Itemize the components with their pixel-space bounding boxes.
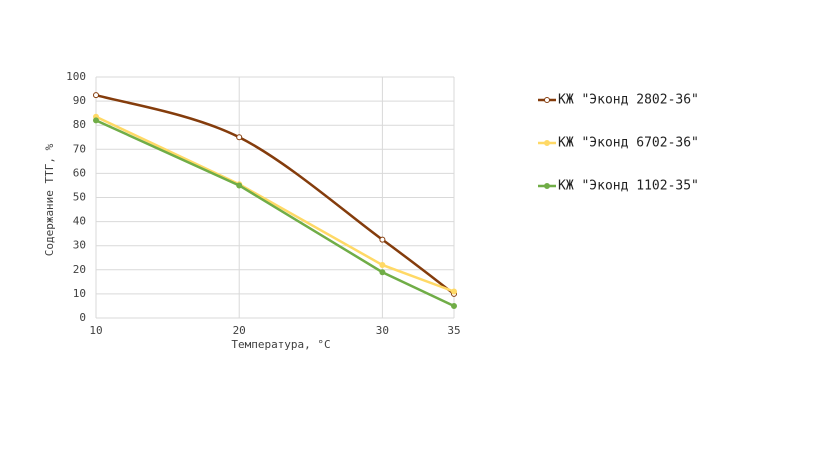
y-tick-label: 30 bbox=[73, 239, 86, 252]
y-tick-label: 0 bbox=[79, 311, 86, 324]
x-tick-label: 30 bbox=[376, 324, 389, 337]
data-point bbox=[379, 269, 386, 276]
y-tick-label: 10 bbox=[73, 287, 86, 300]
y-tick-label: 90 bbox=[73, 94, 86, 107]
data-point bbox=[236, 134, 243, 141]
y-tick-label: 50 bbox=[73, 191, 86, 204]
x-tick-label: 35 bbox=[447, 324, 460, 337]
data-point bbox=[93, 117, 99, 124]
x-axis-label: Температура, °С bbox=[231, 338, 330, 351]
legend-marker bbox=[544, 97, 550, 103]
x-tick-label: 10 bbox=[89, 324, 102, 337]
data-point bbox=[379, 236, 386, 243]
legend-label: КЖ "Эконд 1102-35" bbox=[558, 179, 699, 194]
y-tick-label: 100 bbox=[66, 70, 86, 83]
data-point bbox=[379, 261, 386, 268]
data-point bbox=[451, 288, 457, 295]
legend-label: КЖ "Эконд 6702-36" bbox=[558, 136, 699, 151]
legend-entry: КЖ "Эконд 2802-36" bbox=[538, 93, 699, 108]
series-line bbox=[95, 119, 455, 308]
y-axis-label: Содержание ТТГ, % bbox=[43, 143, 56, 256]
y-tick-label: 40 bbox=[73, 215, 86, 228]
legend-marker bbox=[544, 140, 550, 146]
data-point bbox=[93, 92, 99, 99]
y-tick-label: 60 bbox=[73, 166, 86, 179]
legend-label: КЖ "Эконд 2802-36" bbox=[558, 93, 699, 108]
y-tick-label: 70 bbox=[73, 142, 86, 155]
y-tick-label: 80 bbox=[73, 118, 86, 131]
x-tick-label: 20 bbox=[233, 324, 246, 337]
data-point bbox=[451, 302, 457, 309]
legend-entry: КЖ "Эконд 1102-35" bbox=[538, 179, 699, 194]
data-point bbox=[236, 182, 243, 189]
series-line bbox=[95, 115, 455, 293]
y-tick-label: 20 bbox=[73, 263, 86, 276]
legend-entry: КЖ "Эконд 6702-36" bbox=[538, 136, 699, 151]
legend-marker bbox=[544, 183, 550, 189]
series-line bbox=[95, 93, 455, 295]
